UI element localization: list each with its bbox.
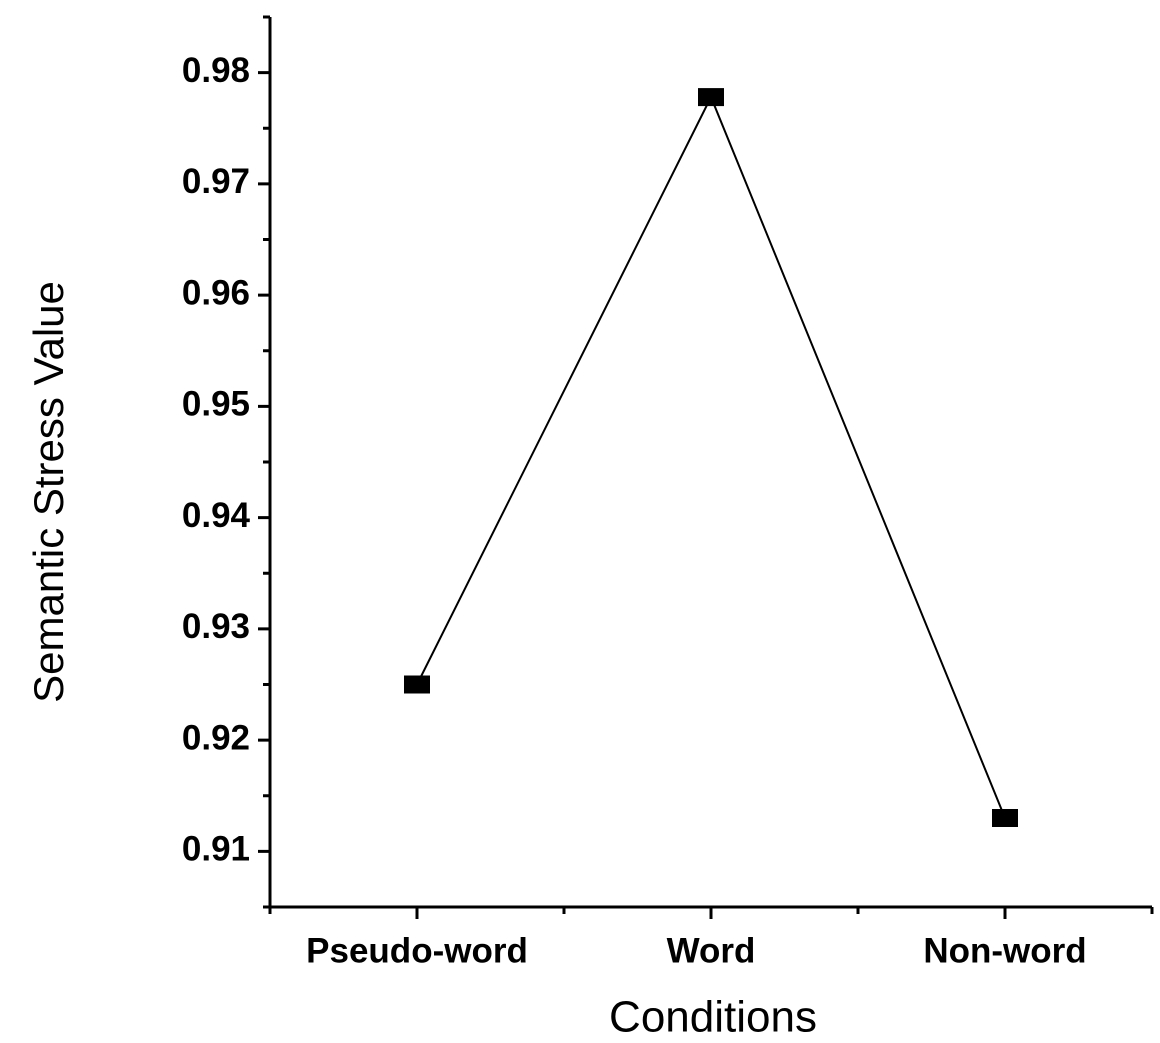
y-tick-label: 0.91 bbox=[182, 830, 250, 869]
x-tick-label: Pseudo-word bbox=[306, 931, 528, 970]
x-tick-label: Word bbox=[667, 931, 756, 970]
y-tick-label: 0.94 bbox=[182, 496, 251, 535]
y-tick-label: 0.96 bbox=[182, 273, 250, 312]
point-marker bbox=[404, 675, 430, 694]
y-tick-label: 0.92 bbox=[182, 718, 250, 757]
point-marker bbox=[992, 809, 1018, 827]
y-tick-label: 0.93 bbox=[182, 607, 250, 646]
y-tick-label: 0.97 bbox=[182, 162, 250, 201]
point-marker bbox=[698, 88, 724, 107]
y-axis-title: Semantic Stress Value bbox=[25, 281, 72, 703]
series-line bbox=[416, 94, 1006, 819]
x-tick-label: Non-word bbox=[923, 931, 1086, 970]
y-tick-label: 0.98 bbox=[182, 51, 250, 90]
x-axis-title: Conditions bbox=[609, 993, 817, 1042]
y-tick-label: 0.95 bbox=[182, 385, 250, 424]
